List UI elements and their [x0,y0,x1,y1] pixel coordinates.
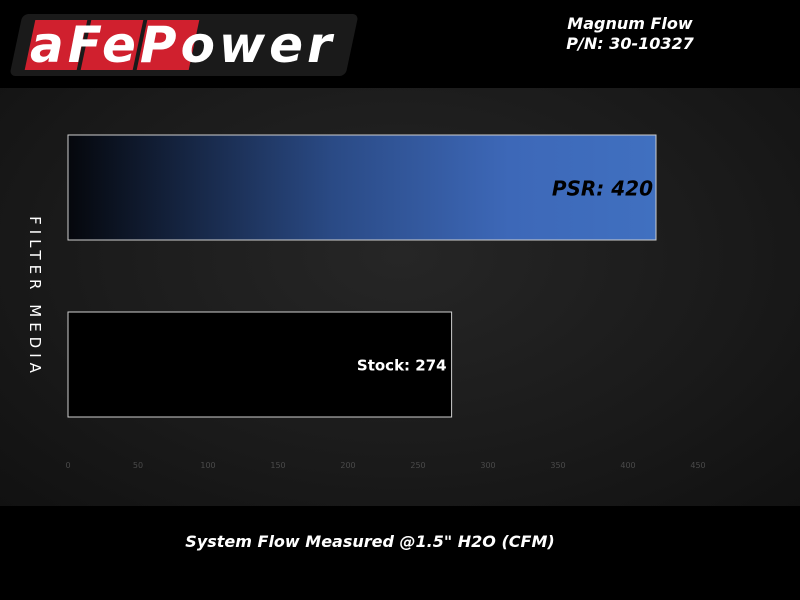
bar-psr [67,134,657,241]
logo-text: aFePower [30,16,336,74]
x-tick-label: 0 [65,461,70,470]
title-line-2: P/N: 30-10327 [566,34,694,53]
x-tick-label: 100 [200,461,215,470]
title-line-1: Magnum Flow [567,14,693,33]
x-tick-label: 150 [270,461,285,470]
x-tick-label: 200 [340,461,355,470]
x-tick-label: 300 [480,461,495,470]
chart-title: Magnum Flow P/N: 30-10327 [540,14,720,54]
bar-stock [67,311,453,418]
x-axis-label: System Flow Measured @1.5" H2O (CFM) [185,532,555,551]
x-tick-label: 450 [690,461,705,470]
data-label-stock: Stock: 274 [357,357,447,375]
x-tick-label: 400 [620,461,635,470]
afe-power-logo: aFePower [9,14,359,76]
x-tick-label: 50 [133,461,143,470]
x-tick-label: 250 [410,461,425,470]
data-label-psr: PSR: 420 [552,177,653,201]
x-tick-label: 350 [550,461,565,470]
